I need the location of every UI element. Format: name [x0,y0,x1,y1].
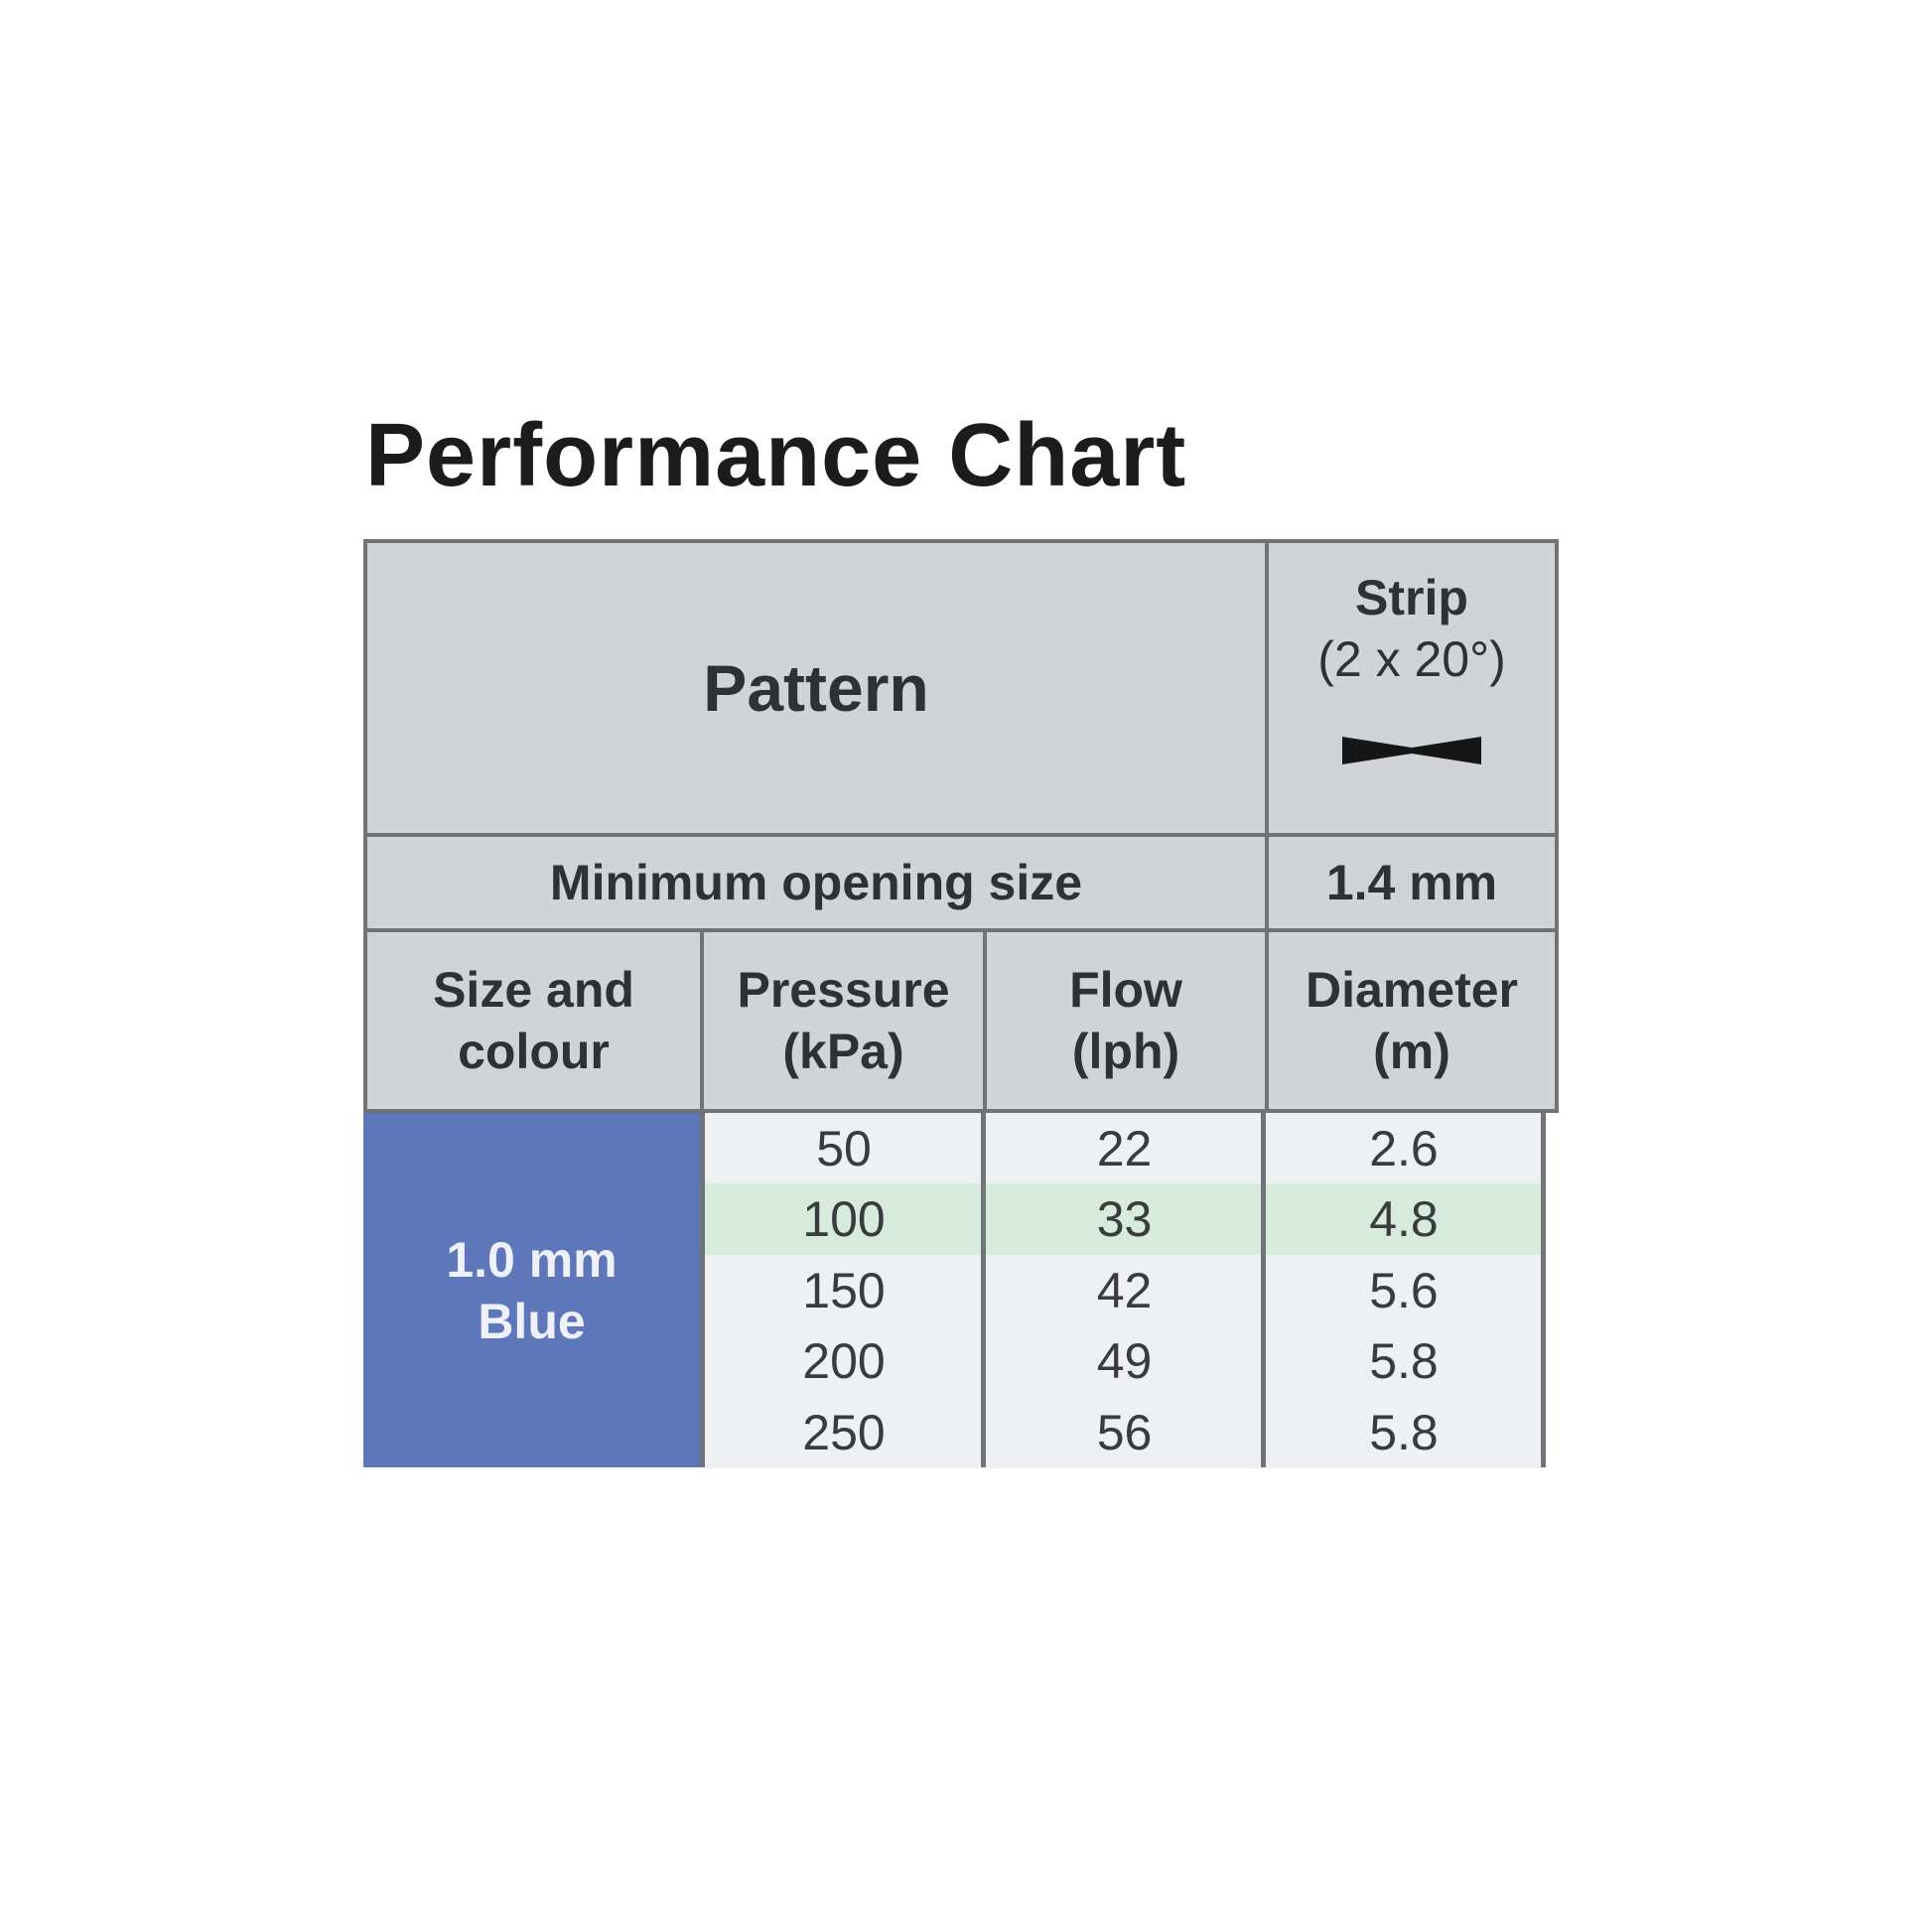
strip-angle: (2 x 20°) [1317,631,1506,687]
column-header-pressure: Pressure (kPa) [700,928,987,1113]
min-opening-label: Minimum opening size [549,855,1083,910]
min-opening-label-cell: Minimum opening size [363,833,1269,932]
pressure-cell: 100 [705,1183,983,1256]
column-header-flow: Flow (lph) [983,928,1269,1113]
column-divider [981,1113,986,1467]
min-opening-value-cell: 1.4 mm [1265,833,1559,932]
nozzle-colour: Blue [478,1293,586,1349]
column-divider [1261,1113,1266,1467]
column-header-line: Flow [1069,962,1182,1018]
flow-cell: 49 [986,1325,1263,1398]
column-header-line: Pressure [737,962,950,1018]
diameter-cell: 5.8 [1266,1325,1542,1398]
strip-header: Strip (2 x 20°) [1265,539,1559,837]
flow-cell: 56 [986,1396,1263,1468]
pressure-cell: 50 [705,1113,983,1184]
diameter-cell: 5.6 [1266,1254,1542,1326]
column-header-line: colour [458,1024,610,1079]
flow-cell: 42 [986,1254,1263,1326]
page-title: Performance Chart [365,406,1187,505]
column-header-line: Diameter [1306,962,1518,1018]
column-header-line: (m) [1373,1024,1450,1079]
diameter-cell: 2.6 [1266,1113,1542,1184]
flow-cell: 33 [986,1183,1263,1256]
column-header-size: Size and colour [363,928,704,1113]
pressure-cell: 150 [705,1254,983,1326]
diameter-cell: 5.8 [1266,1396,1542,1468]
flow-cell: 22 [986,1113,1263,1184]
strip-spray-pattern-icon [1342,737,1481,764]
column-header-line: (lph) [1071,1024,1180,1079]
pressure-cell: 250 [705,1396,983,1468]
diameter-cell: 4.8 [1266,1183,1542,1256]
column-divider [1541,1113,1546,1467]
min-opening-value: 1.4 mm [1325,855,1498,910]
strip-label: Strip [1355,570,1468,625]
pressure-cell: 200 [705,1325,983,1398]
column-divider [700,1113,705,1467]
column-header-line: Size and [433,962,634,1018]
nozzle-size-colour-cell: 1.0 mm Blue [363,1113,700,1467]
pattern-label: Pattern [703,651,929,725]
nozzle-size: 1.0 mm [446,1231,618,1288]
column-header-line: (kPa) [782,1024,904,1079]
pattern-header: Pattern [363,539,1269,837]
column-header-diameter: Diameter (m) [1265,928,1559,1113]
